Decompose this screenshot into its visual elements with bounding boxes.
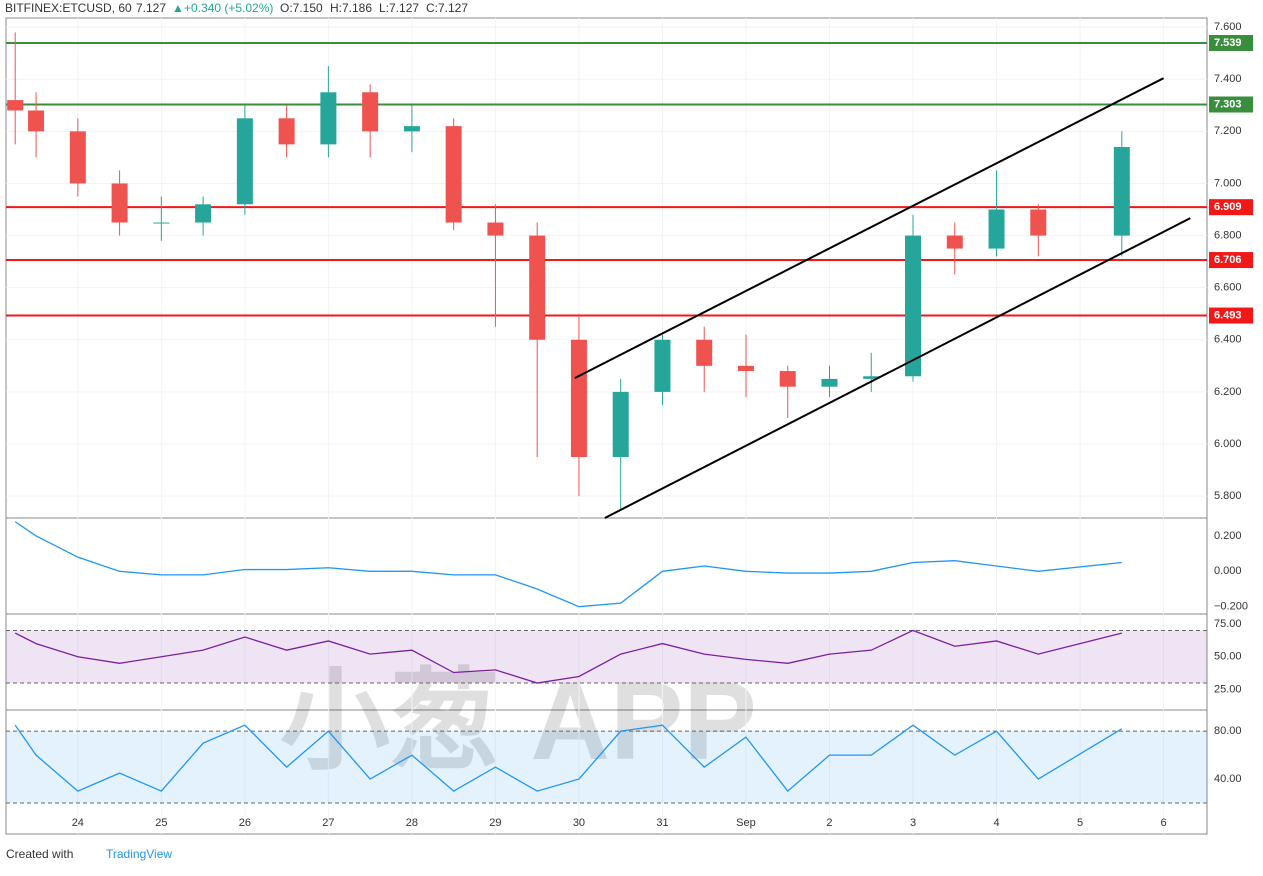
candle-body	[1113, 146, 1130, 236]
y-tick-label: 0.000	[1214, 565, 1242, 577]
symbol: BITFINEX:ETCUSD, 60	[5, 1, 132, 15]
x-tick-label: 3	[910, 817, 916, 829]
x-tick-label: 4	[993, 817, 999, 829]
ohlc: L:7.127	[379, 1, 419, 15]
candle-body	[28, 110, 45, 132]
candle-body	[320, 92, 337, 145]
y-tick-label: 7.000	[1214, 177, 1242, 189]
y-tick-label: 75.00	[1214, 618, 1242, 630]
candle-body	[1030, 209, 1047, 236]
level-label: 7.303	[1214, 98, 1242, 110]
x-tick-label: 24	[72, 817, 84, 829]
x-tick-label: 29	[489, 817, 501, 829]
x-tick-label: Sep	[736, 817, 756, 829]
y-tick-label: 40.00	[1214, 773, 1242, 785]
candle-body	[403, 126, 420, 132]
candle-body	[111, 183, 128, 223]
indicator-band	[6, 630, 1207, 684]
x-tick-label: 30	[573, 817, 585, 829]
y-tick-label: 6.000	[1214, 438, 1242, 450]
level-label: 6.909	[1214, 201, 1242, 213]
y-tick-label: 7.200	[1214, 125, 1242, 137]
indicator-line	[14, 521, 1122, 608]
candle-body	[195, 204, 212, 223]
level-tag	[1209, 35, 1253, 52]
candle-body	[7, 100, 24, 111]
candle-body	[362, 92, 379, 132]
y-tick-label: 7.400	[1214, 73, 1242, 85]
y-tick-label: 6.400	[1214, 334, 1242, 346]
candle-body	[236, 118, 253, 205]
x-tick-label: 28	[406, 817, 418, 829]
candle-body	[529, 235, 546, 340]
level-tag	[1209, 199, 1253, 216]
x-tick-label: 5	[1077, 817, 1083, 829]
x-tick-label: 6	[1161, 817, 1167, 829]
last-price: 7.127	[136, 1, 166, 15]
x-tick-label: 27	[322, 817, 334, 829]
footer: Created with	[6, 847, 73, 861]
level-label: 7.539	[1214, 37, 1242, 49]
candle-body	[737, 365, 754, 372]
change: +0.340 (+5.02%)	[184, 1, 273, 15]
candle-body	[821, 378, 838, 387]
y-tick-label: 25.00	[1214, 684, 1242, 696]
candle-body	[153, 222, 170, 224]
indicator-line	[14, 724, 1123, 793]
indicator-line	[14, 629, 1122, 684]
ohlc: H:7.186	[330, 1, 372, 15]
candle-body	[905, 235, 922, 377]
candle-body	[988, 209, 1005, 249]
level-label: 6.493	[1214, 309, 1242, 321]
level-label: 6.706	[1214, 254, 1242, 266]
candle-body	[863, 376, 880, 379]
ohlc: C:7.127	[426, 1, 468, 15]
y-tick-label: −0.200	[1214, 601, 1248, 613]
candle-body	[946, 235, 963, 249]
x-tick-label: 2	[826, 817, 832, 829]
y-tick-label: 6.600	[1214, 282, 1242, 294]
candle-body	[278, 118, 295, 145]
candle-body	[654, 339, 671, 392]
indicator-band	[6, 731, 1207, 804]
watermark: 小葱 APP	[280, 660, 757, 783]
candle-body	[69, 131, 86, 184]
candle-body	[612, 391, 629, 458]
brand: TradingView	[106, 847, 172, 861]
y-tick-label: 6.800	[1214, 229, 1242, 241]
level-tag	[1209, 307, 1253, 324]
candle-body	[570, 339, 587, 458]
trend-line	[574, 77, 1165, 379]
y-tick-label: 5.800	[1214, 490, 1242, 502]
y-tick-label: 7.600	[1214, 21, 1242, 33]
y-tick-label: 6.200	[1214, 386, 1242, 398]
candle-body	[445, 126, 462, 223]
trend-line	[604, 217, 1191, 519]
candle-body	[487, 222, 504, 236]
candle-body	[779, 371, 796, 387]
candle-body	[696, 339, 713, 366]
ohlc: O:7.150	[280, 1, 323, 15]
level-tag	[1209, 96, 1253, 113]
x-tick-label: 26	[239, 817, 251, 829]
y-tick-label: 0.200	[1214, 530, 1242, 542]
x-tick-label: 25	[155, 817, 167, 829]
y-tick-label: 50.00	[1214, 651, 1242, 663]
level-tag	[1209, 252, 1253, 269]
x-tick-label: 31	[656, 817, 668, 829]
y-tick-label: 80.00	[1214, 725, 1242, 737]
change-arrow: ▲	[172, 1, 184, 15]
